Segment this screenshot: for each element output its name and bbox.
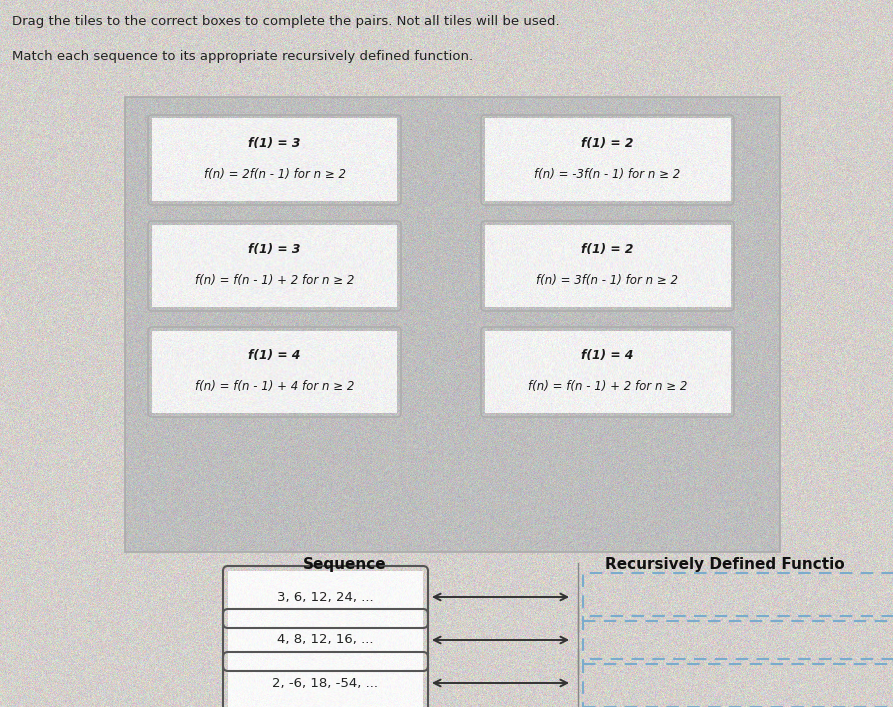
Text: f(n) = f(n - 1) + 4 for n ≥ 2: f(n) = f(n - 1) + 4 for n ≥ 2 [195, 380, 355, 393]
Text: f(n) = f(n - 1) + 2 for n ≥ 2: f(n) = f(n - 1) + 2 for n ≥ 2 [528, 380, 688, 393]
Text: Recursively Defined Functio: Recursively Defined Functio [605, 557, 845, 572]
Text: f(1) = 4: f(1) = 4 [581, 349, 634, 362]
Text: 3, 6, 12, 24, ...: 3, 6, 12, 24, ... [277, 590, 374, 604]
Text: Match each sequence to its appropriate recursively defined function.: Match each sequence to its appropriate r… [12, 50, 473, 63]
Text: f(1) = 4: f(1) = 4 [248, 349, 301, 362]
Text: f(1) = 3: f(1) = 3 [248, 243, 301, 256]
Text: f(n) = -3f(n - 1) for n ≥ 2: f(n) = -3f(n - 1) for n ≥ 2 [534, 168, 680, 181]
Text: Drag the tiles to the correct boxes to complete the pairs. Not all tiles will be: Drag the tiles to the correct boxes to c… [12, 15, 560, 28]
Text: f(n) = 3f(n - 1) for n ≥ 2: f(n) = 3f(n - 1) for n ≥ 2 [537, 274, 679, 287]
Text: f(n) = 2f(n - 1) for n ≥ 2: f(n) = 2f(n - 1) for n ≥ 2 [204, 168, 346, 181]
Text: f(1) = 3: f(1) = 3 [248, 137, 301, 150]
Text: f(1) = 2: f(1) = 2 [581, 137, 634, 150]
Text: Sequence: Sequence [304, 557, 387, 572]
Text: 2, -6, 18, -54, ...: 2, -6, 18, -54, ... [272, 677, 379, 689]
Text: 4, 8, 12, 16, ...: 4, 8, 12, 16, ... [277, 633, 374, 646]
Text: f(n) = f(n - 1) + 2 for n ≥ 2: f(n) = f(n - 1) + 2 for n ≥ 2 [195, 274, 355, 287]
Text: f(1) = 2: f(1) = 2 [581, 243, 634, 256]
